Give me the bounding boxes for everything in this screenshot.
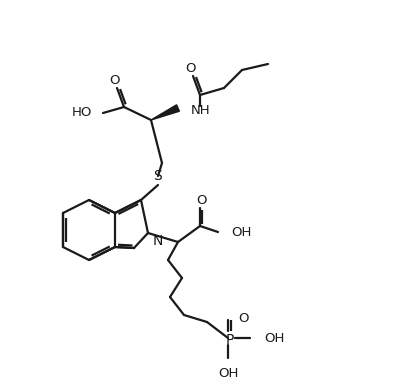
Text: O: O	[110, 75, 120, 87]
Text: O: O	[186, 62, 196, 75]
Text: OH: OH	[264, 332, 284, 344]
Text: HO: HO	[72, 106, 92, 120]
Text: OH: OH	[231, 226, 251, 238]
Polygon shape	[151, 105, 179, 120]
Text: OH: OH	[218, 367, 238, 380]
Text: NH: NH	[191, 103, 211, 116]
Text: O: O	[197, 195, 207, 207]
Text: P: P	[226, 333, 234, 347]
Text: N: N	[153, 234, 164, 248]
Text: O: O	[238, 312, 248, 325]
Text: S: S	[154, 169, 162, 183]
